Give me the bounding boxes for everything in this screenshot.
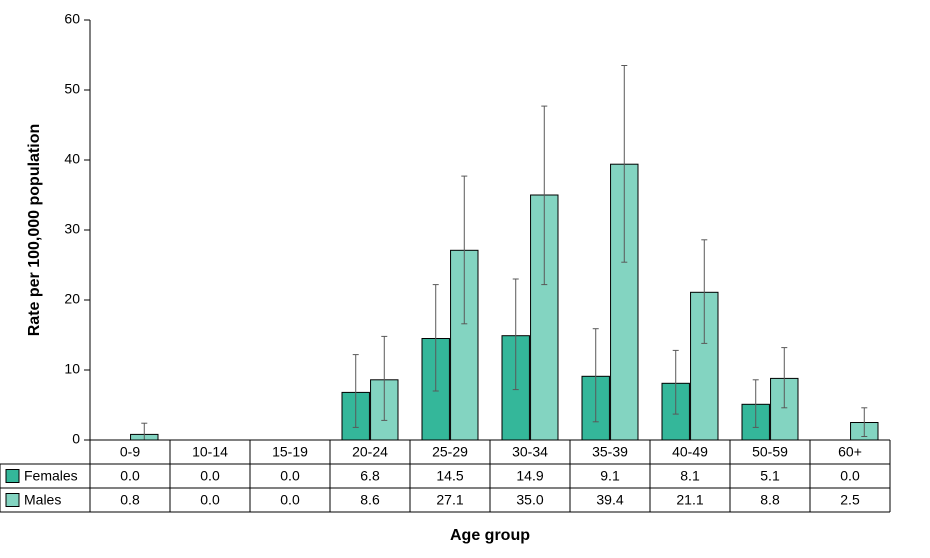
table-cell: 0.8 (120, 492, 140, 508)
x-category-label: 60+ (838, 444, 862, 460)
table-cell: 9.1 (600, 468, 620, 484)
y-tick-label: 0 (72, 431, 80, 447)
table-cell: 5.1 (760, 468, 780, 484)
table-cell: 8.1 (680, 468, 700, 484)
y-tick-label: 10 (64, 361, 80, 377)
chart-container: 0 10 20 30 40 50 60 Rate per 100,000 population… (0, 0, 930, 558)
x-category-label: 35-39 (592, 444, 628, 460)
legend-label: Females (24, 468, 78, 484)
table-cell: 14.5 (436, 468, 463, 484)
x-category-label: 50-59 (752, 444, 788, 460)
y-tick-label: 50 (64, 81, 80, 97)
table-cell: 0.0 (120, 468, 140, 484)
legend-label: Males (24, 492, 61, 508)
table-cell: 39.4 (596, 492, 623, 508)
table-cell: 0.0 (200, 468, 220, 484)
table-cell: 35.0 (516, 492, 543, 508)
y-tick-label: 20 (64, 291, 80, 307)
table-cell: 0.0 (200, 492, 220, 508)
table-cell: 0.0 (840, 468, 860, 484)
x-category-label: 40-49 (672, 444, 708, 460)
table-cell: 2.5 (840, 492, 860, 508)
y-tick-label: 40 (64, 151, 80, 167)
x-category-label: 25-29 (432, 444, 468, 460)
table-cell: 8.6 (360, 492, 380, 508)
y-axis-label: Rate per 100,000 population (26, 124, 43, 337)
x-category-label: 30-34 (512, 444, 548, 460)
chart-svg: 0 10 20 30 40 50 60 Rate per 100,000 population… (0, 0, 930, 558)
x-axis-label: Age group (450, 527, 530, 544)
y-tick-label: 30 (64, 221, 80, 237)
table-cell: 21.1 (676, 492, 703, 508)
table-cell: 14.9 (516, 468, 543, 484)
legend-swatch (6, 470, 19, 483)
legend-swatch (6, 494, 19, 507)
table-cell: 0.0 (280, 492, 300, 508)
x-category-label: 20-24 (352, 444, 388, 460)
table-cell: 8.8 (760, 492, 780, 508)
x-category-label: 15-19 (272, 444, 308, 460)
table-cell: 27.1 (436, 492, 463, 508)
x-category-label: 10-14 (192, 444, 228, 460)
y-tick-label: 60 (64, 11, 80, 27)
x-category-label: 0-9 (120, 444, 140, 460)
table-cell: 0.0 (280, 468, 300, 484)
table-cell: 6.8 (360, 468, 380, 484)
